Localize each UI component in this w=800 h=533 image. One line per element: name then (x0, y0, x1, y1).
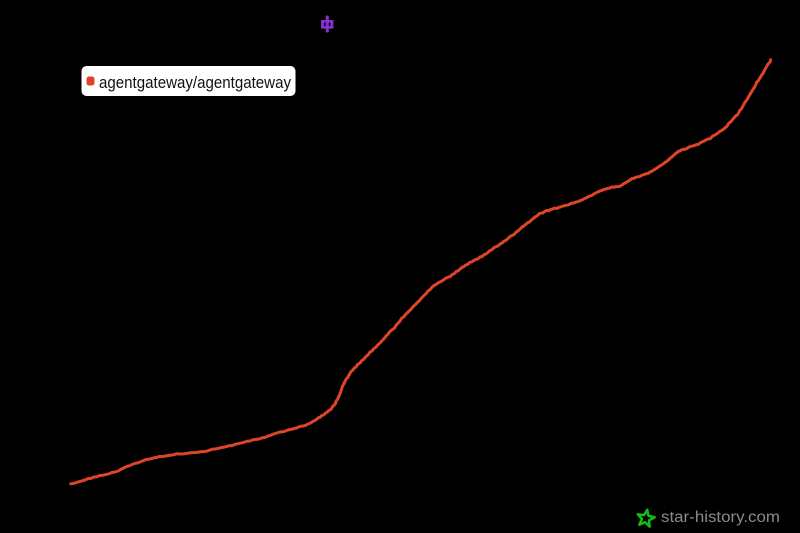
svg-text:agentgateway/agentgateway: agentgateway/agentgateway (99, 73, 291, 92)
svg-text:star-history.com: star-history.com (661, 509, 780, 526)
